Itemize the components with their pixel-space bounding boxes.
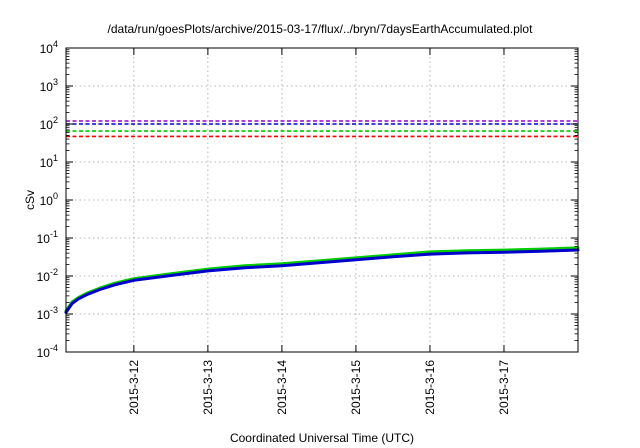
series-lines xyxy=(64,246,580,314)
y-tick-exponent: -3 xyxy=(50,305,58,315)
y-tick-label: 100 xyxy=(40,191,58,208)
y-tick-base: 10 xyxy=(37,270,51,284)
y-tick-base: 10 xyxy=(40,194,54,208)
y-tick-exponent: 3 xyxy=(53,77,58,87)
y-tick-label: 10-3 xyxy=(37,305,58,322)
y-tick-label: 103 xyxy=(40,77,58,94)
y-tick-label: 104 xyxy=(40,39,58,56)
grid xyxy=(66,48,578,352)
y-tick-label: 101 xyxy=(40,153,58,170)
y-tick-base: 10 xyxy=(37,232,51,246)
x-tick-label: 2015-3-12 xyxy=(127,360,141,415)
y-tick-exponent: 0 xyxy=(53,191,58,201)
y-tick-base: 10 xyxy=(40,118,54,132)
x-axis-label: Coordinated Universal Time (UTC) xyxy=(230,431,414,445)
y-tick-exponent: 1 xyxy=(53,153,58,163)
y-axis-label: cSv xyxy=(23,190,37,210)
y-tick-base: 10 xyxy=(37,346,51,360)
y-tick-label: 10-2 xyxy=(37,267,58,284)
x-tick-label: 2015-3-16 xyxy=(423,360,437,415)
y-tick-label: 10-1 xyxy=(37,229,58,246)
y-tick-exponent: -4 xyxy=(50,343,58,353)
chart-title: /data/run/goesPlots/archive/2015-03-17/f… xyxy=(108,22,534,36)
threshold-lines xyxy=(66,120,578,138)
x-tick-label: 2015-3-15 xyxy=(349,360,363,415)
y-tick-exponent: -1 xyxy=(50,229,58,239)
x-tick-label: 2015-3-17 xyxy=(497,360,511,415)
y-tick-label: 10-4 xyxy=(37,343,58,360)
series-line xyxy=(64,248,580,314)
x-tick-label: 2015-3-13 xyxy=(201,360,215,415)
x-axis-ticks: 2015-3-12 2015-3-13 2015-3-14 2015-3-15 2015… xyxy=(127,48,511,415)
y-tick-exponent: -2 xyxy=(50,267,58,277)
y-tick-base: 10 xyxy=(40,42,54,56)
y-tick-base: 10 xyxy=(37,308,51,322)
y-tick-base: 10 xyxy=(40,80,54,94)
y-tick-exponent: 4 xyxy=(53,39,58,49)
y-tick-label: 102 xyxy=(40,115,58,132)
x-tick-label: 2015-3-14 xyxy=(275,360,289,415)
y-tick-exponent: 2 xyxy=(53,115,58,125)
y-tick-base: 10 xyxy=(40,156,54,170)
